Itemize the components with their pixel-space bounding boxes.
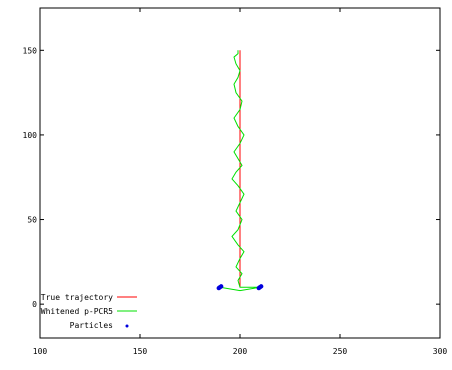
particle-point <box>256 285 261 291</box>
y-tick-label: 0 <box>32 300 37 309</box>
x-tick-label: 200 <box>233 347 248 356</box>
x-tick-label: 250 <box>333 347 348 356</box>
legend-label-particles: Particles <box>70 321 114 330</box>
x-axis-ticks: 100 150 200 250 300 <box>33 8 448 356</box>
x-tick-label: 300 <box>433 347 448 356</box>
particle-point <box>216 285 221 291</box>
legend: True trajectory Whitened p-PCR5 Particle… <box>41 293 137 330</box>
series-line-whitened-p-pcr5 <box>219 50 261 292</box>
y-axis-ticks: 0 50 100 150 <box>23 46 440 309</box>
legend-label-whitened-p-pcr5: Whitened p-PCR5 <box>41 307 113 316</box>
y-tick-label: 100 <box>23 131 38 140</box>
x-tick-label: 100 <box>33 347 48 356</box>
y-tick-label: 50 <box>27 216 37 225</box>
legend-swatch-particles <box>125 324 129 328</box>
series-layer <box>216 50 264 292</box>
y-tick-label: 150 <box>23 46 38 55</box>
legend-label-true-trajectory: True trajectory <box>41 293 113 302</box>
x-tick-label: 150 <box>133 347 148 356</box>
